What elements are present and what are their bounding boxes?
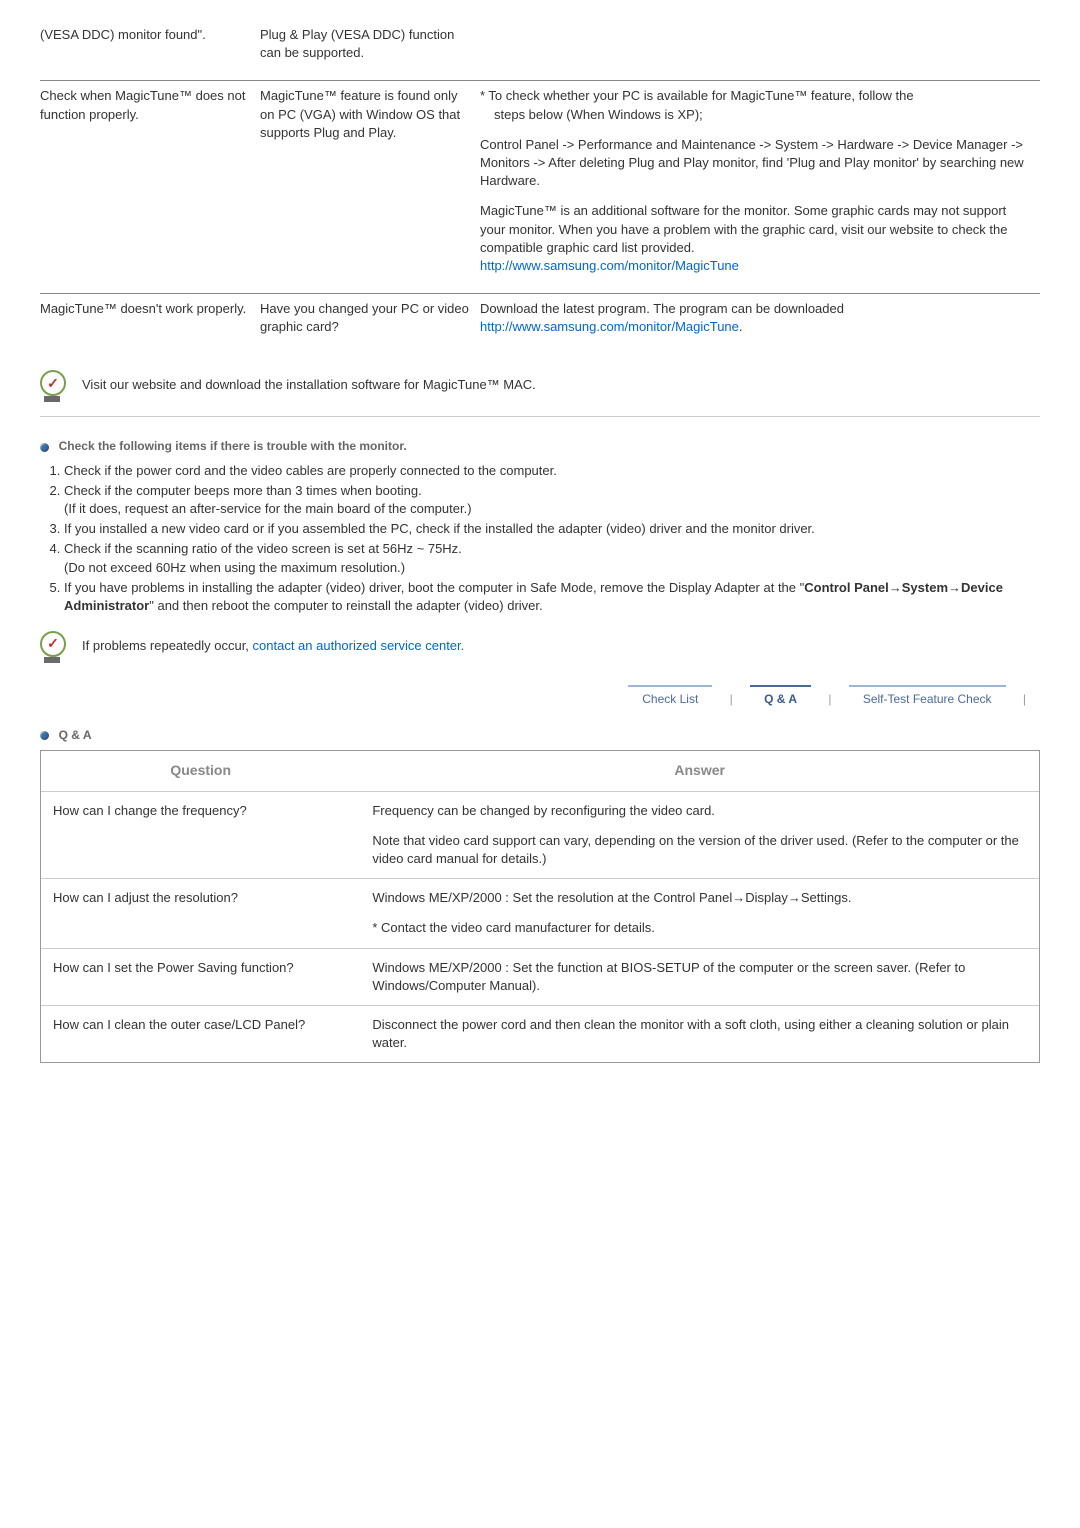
subnav-selftest[interactable]: Self-Test Feature Check bbox=[849, 691, 1006, 712]
ts-r3-c3: Download the latest program. The program… bbox=[480, 294, 1040, 355]
ts-r3-p1: Download the latest program. The program… bbox=[480, 301, 844, 316]
qa-q4: How can I clean the outer case/LCD Panel… bbox=[41, 1006, 360, 1063]
check-item-4: Check if the scanning ratio of the video… bbox=[64, 540, 1040, 576]
ts-r2-c3: * To check whether your PC is available … bbox=[480, 81, 1040, 294]
bullet-icon bbox=[40, 731, 49, 740]
check-item-5-pre: If you have problems in installing the a… bbox=[64, 580, 804, 595]
qa-a2: Windows ME/XP/2000 : Set the resolution … bbox=[360, 879, 1039, 948]
qa-title: Q & A bbox=[59, 728, 92, 742]
ts-r3-c1: MagicTune™ doesn't work properly. bbox=[40, 294, 260, 355]
qa-head-a: Answer bbox=[360, 751, 1039, 791]
ts-r2-p3: MagicTune™ is an additional software for… bbox=[480, 203, 1007, 254]
check-item-3: If you installed a new video card or if … bbox=[64, 520, 1040, 538]
check-item-2: Check if the computer beeps more than 3 … bbox=[64, 482, 1040, 518]
qa-q2: How can I adjust the resolution? bbox=[41, 879, 360, 948]
qa-a4: Disconnect the power cord and then clean… bbox=[360, 1006, 1039, 1063]
subnav-sep: | bbox=[1009, 692, 1040, 706]
check-list: Check if the power cord and the video ca… bbox=[40, 462, 1040, 616]
qa-table: Question Answer How can I change the fre… bbox=[41, 751, 1039, 1062]
check-item-4-text: Check if the scanning ratio of the video… bbox=[64, 541, 462, 556]
bullet-icon bbox=[40, 443, 49, 452]
ts-r2-p1b: steps below (When Windows is XP); bbox=[494, 107, 703, 122]
qa-q1: How can I change the frequency? bbox=[41, 791, 360, 879]
qa-a2-p2: * Contact the video card manufacturer fo… bbox=[372, 919, 1027, 937]
subnav: Check List | Q & A | Self-Test Feature C… bbox=[40, 691, 1040, 712]
qa-box: Question Answer How can I change the fre… bbox=[40, 750, 1040, 1063]
subnav-qa[interactable]: Q & A bbox=[750, 691, 811, 712]
qa-q3: How can I set the Power Saving function? bbox=[41, 948, 360, 1005]
ts-r1-c3 bbox=[480, 20, 1040, 81]
note1-text: Visit our website and download the insta… bbox=[82, 370, 536, 394]
check-item-1: Check if the power cord and the video ca… bbox=[64, 462, 1040, 480]
subnav-sep: | bbox=[814, 692, 845, 706]
contact-service-link[interactable]: contact an authorized service center. bbox=[253, 638, 465, 653]
subnav-checklist[interactable]: Check List bbox=[628, 691, 712, 712]
ts-r1-c1: (VESA DDC) monitor found". bbox=[40, 20, 260, 81]
ts-r2-p2: Control Panel -> Performance and Mainten… bbox=[480, 136, 1030, 191]
qa-a1-p2: Note that video card support can vary, d… bbox=[372, 832, 1027, 868]
note2-pre: If problems repeatedly occur, bbox=[82, 638, 253, 653]
qa-a3: Windows ME/XP/2000 : Set the function at… bbox=[360, 948, 1039, 1005]
ts-r2-link[interactable]: http://www.samsung.com/monitor/MagicTune bbox=[480, 258, 739, 273]
qa-head-q: Question bbox=[41, 751, 360, 791]
check-item-5-a2: → bbox=[948, 580, 961, 595]
ts-r2-p1a: * To check whether your PC is available … bbox=[480, 88, 914, 103]
check-item-2-text: Check if the computer beeps more than 3 … bbox=[64, 483, 422, 498]
ts-r3-link[interactable]: http://www.samsung.com/monitor/MagicTune bbox=[480, 319, 739, 334]
ts-r2-c2: MagicTune™ feature is found only on PC (… bbox=[260, 81, 480, 294]
check-icon: ✓ bbox=[40, 631, 70, 661]
check-item-5: If you have problems in installing the a… bbox=[64, 579, 1040, 615]
troubleshoot-table: (VESA DDC) monitor found". Plug & Play (… bbox=[40, 20, 1040, 354]
ts-r3-c2: Have you changed your PC or video graphi… bbox=[260, 294, 480, 355]
note-contact-service: ✓ If problems repeatedly occur, contact … bbox=[40, 631, 1040, 661]
check-item-4-sub: (Do not exceed 60Hz when using the maxim… bbox=[64, 560, 405, 575]
check-item-5-b1: Control Panel bbox=[804, 580, 889, 595]
check-icon: ✓ bbox=[40, 370, 70, 400]
check-section-title: Check the following items if there is tr… bbox=[59, 439, 407, 453]
qa-a1-p1: Frequency can be changed by reconfigurin… bbox=[372, 802, 1027, 820]
divider bbox=[40, 416, 1040, 417]
check-item-5-a1: → bbox=[889, 580, 902, 595]
note-visit-website: ✓ Visit our website and download the ins… bbox=[40, 370, 1040, 400]
check-item-5-b2: System bbox=[902, 580, 948, 595]
ts-r3-suffix: . bbox=[739, 319, 743, 334]
qa-a1: Frequency can be changed by reconfigurin… bbox=[360, 791, 1039, 879]
check-item-5-post: " and then reboot the computer to reinst… bbox=[149, 598, 542, 613]
ts-r2-c1: Check when MagicTune™ does not function … bbox=[40, 81, 260, 294]
check-item-2-sub: (If it does, request an after-service fo… bbox=[64, 501, 472, 516]
subnav-sep: | bbox=[716, 692, 747, 706]
qa-a2-p1: Windows ME/XP/2000 : Set the resolution … bbox=[372, 889, 1027, 907]
ts-r1-c2: Plug & Play (VESA DDC) function can be s… bbox=[260, 20, 480, 81]
